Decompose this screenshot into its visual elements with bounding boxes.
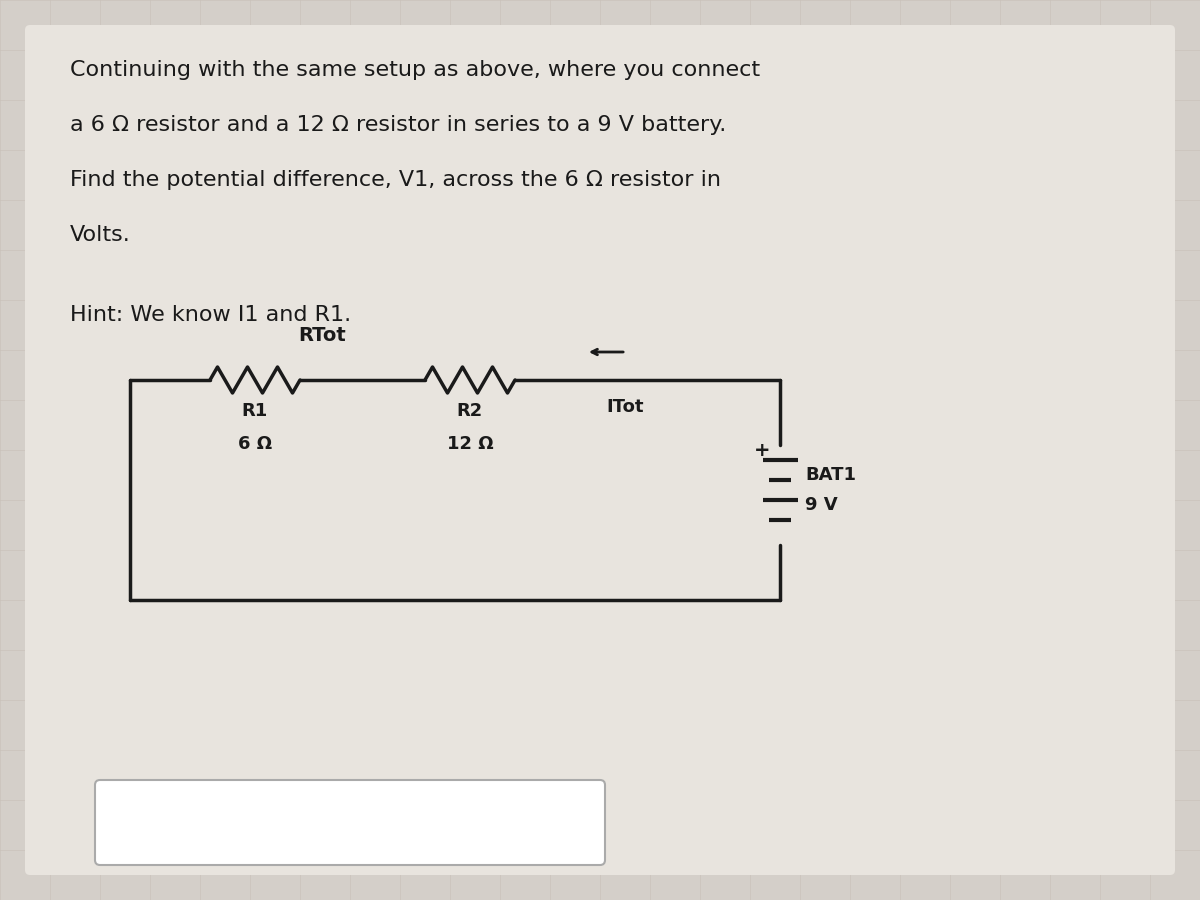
FancyBboxPatch shape bbox=[25, 25, 1175, 875]
Text: a 6 Ω resistor and a 12 Ω resistor in series to a 9 V battery.: a 6 Ω resistor and a 12 Ω resistor in se… bbox=[70, 115, 726, 135]
Text: ITot: ITot bbox=[606, 398, 643, 416]
Text: 9 V: 9 V bbox=[805, 496, 838, 514]
Text: Continuing with the same setup as above, where you connect: Continuing with the same setup as above,… bbox=[70, 60, 760, 80]
Text: RTot: RTot bbox=[299, 326, 347, 345]
Text: Hint: We know I1 and R1.: Hint: We know I1 and R1. bbox=[70, 305, 352, 325]
FancyBboxPatch shape bbox=[95, 780, 605, 865]
Text: +: + bbox=[754, 440, 770, 460]
Text: BAT1: BAT1 bbox=[805, 466, 856, 484]
Text: R1: R1 bbox=[242, 402, 268, 420]
Text: Volts.: Volts. bbox=[70, 225, 131, 245]
Text: Find the potential difference, V1, across the 6 Ω resistor in: Find the potential difference, V1, acros… bbox=[70, 170, 721, 190]
Text: 6 Ω: 6 Ω bbox=[238, 435, 272, 453]
Text: R2: R2 bbox=[457, 402, 484, 420]
Text: 12 Ω: 12 Ω bbox=[446, 435, 493, 453]
